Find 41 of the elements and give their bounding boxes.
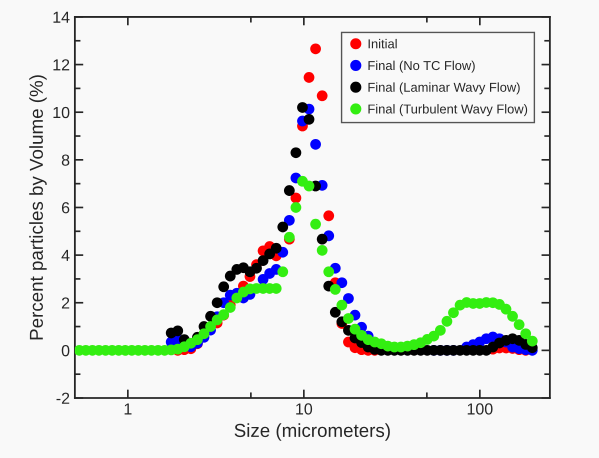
legend-label: Initial [368, 38, 397, 48]
point [172, 325, 184, 336]
point [277, 222, 288, 232]
x-tick-label: 100 [468, 403, 493, 415]
point [290, 192, 302, 204]
legend-label: Final (No TC Flow) [368, 60, 475, 73]
point [304, 72, 314, 83]
x-tick-label: 10 [296, 403, 312, 415]
point [258, 255, 268, 266]
point [224, 270, 236, 282]
point [310, 138, 321, 150]
point [343, 293, 354, 304]
point [310, 43, 321, 54]
point [290, 147, 302, 158]
point [251, 262, 262, 274]
x-axis-title: Size (micrometers) [234, 423, 390, 441]
point [323, 210, 334, 222]
point [212, 297, 223, 308]
point [284, 214, 295, 226]
point [218, 281, 230, 292]
point [284, 185, 295, 196]
x-tick-label: 1 [124, 403, 132, 414]
y-tick-label: -2 [56, 392, 70, 404]
point [336, 277, 348, 288]
point [316, 90, 328, 102]
y-tick-label: 0 [62, 345, 70, 356]
y-tick-label: 6 [62, 202, 70, 214]
y-axis-title: Percent particles by Volume (%) [29, 75, 47, 340]
point [304, 114, 314, 125]
point [297, 102, 308, 113]
y-tick-label: 14 [53, 12, 70, 23]
legend-label: Final (Laminar Wavy Flow) [368, 82, 520, 94]
y-tick-label: 10 [53, 106, 70, 118]
y-tick-label: 4 [62, 250, 70, 261]
legend-label: Final (Turbulent Wavy Flow) [368, 104, 528, 116]
y-tick-label: 8 [62, 154, 70, 166]
point [330, 306, 341, 318]
point [270, 242, 282, 254]
y-tick-label: 2 [62, 297, 70, 309]
y-tick-label: 12 [53, 59, 70, 70]
point [316, 234, 328, 245]
